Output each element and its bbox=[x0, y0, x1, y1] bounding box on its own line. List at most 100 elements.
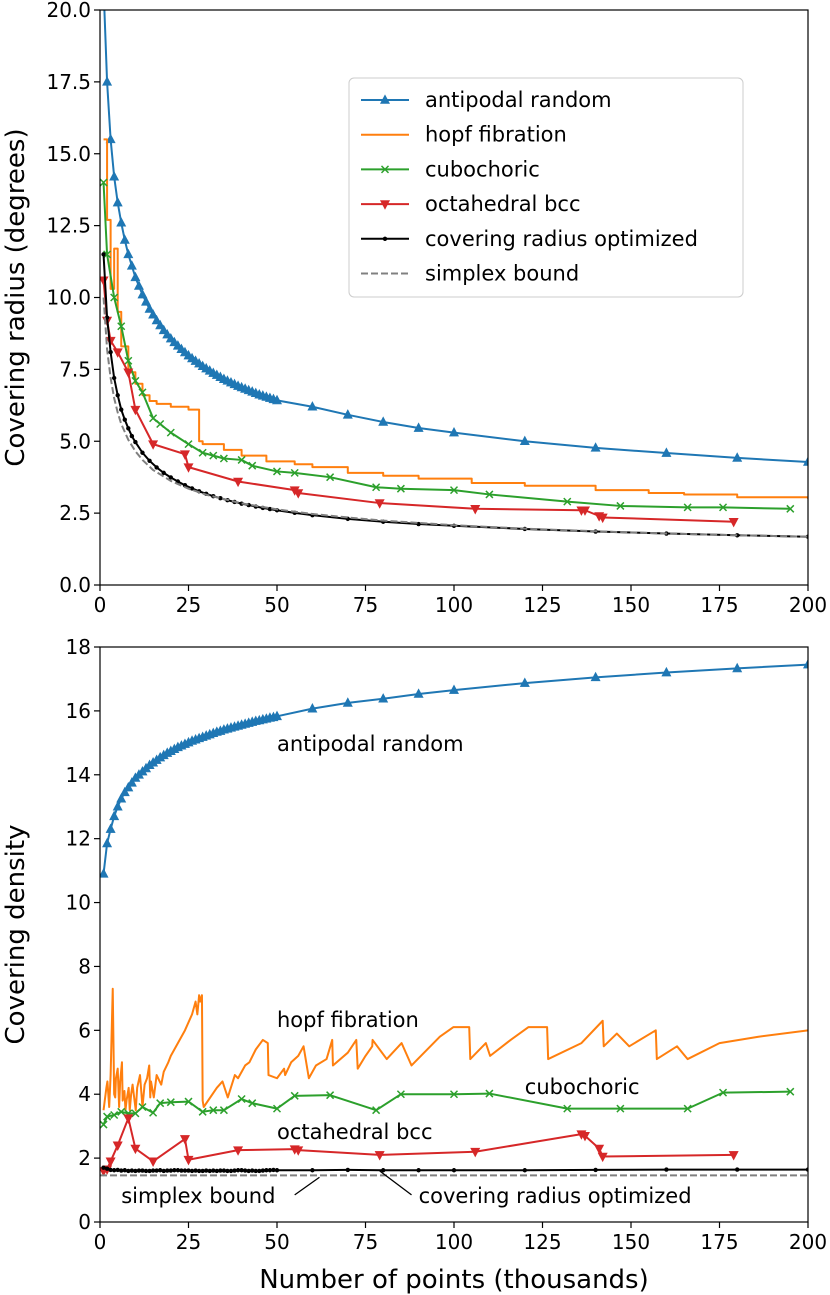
data-point-covering-radius-optimized bbox=[200, 1168, 205, 1174]
data-point-antipodal-random bbox=[449, 684, 459, 694]
data-point-covering-radius-optimized bbox=[451, 1168, 457, 1173]
data-point-covering-radius-optimized bbox=[154, 465, 159, 470]
data-point-cubochoric bbox=[372, 1106, 381, 1115]
data-point-cubochoric bbox=[198, 1107, 207, 1116]
data-point-octahedral-bcc bbox=[123, 368, 134, 378]
data-point-octahedral-bcc bbox=[179, 1135, 190, 1145]
data-point-cubochoric bbox=[616, 501, 625, 510]
legend-marker-octahedral-bcc bbox=[380, 200, 390, 210]
data-point-covering-radius-optimized bbox=[416, 1168, 421, 1173]
data-point-cubochoric bbox=[616, 1104, 625, 1113]
data-point-octahedral-bcc bbox=[130, 1144, 141, 1155]
data-point-covering-radius-optimized bbox=[232, 1168, 237, 1173]
data-point-covering-radius-optimized bbox=[239, 1168, 244, 1173]
data-point-covering-radius-optimized bbox=[101, 1165, 106, 1170]
annotation-covering-radius-optimized: covering radius optimized bbox=[419, 1184, 692, 1208]
data-point-cubochoric bbox=[683, 503, 692, 512]
data-point-covering-radius-optimized bbox=[416, 521, 421, 527]
data-point-covering-radius-optimized bbox=[115, 393, 120, 398]
data-point-cubochoric bbox=[396, 1090, 405, 1099]
annotation-octahedral-bcc: octahedral bcc bbox=[277, 1120, 433, 1144]
data-point-antipodal-random bbox=[803, 658, 808, 669]
data-point-antipodal-random bbox=[100, 868, 109, 878]
data-point-cubochoric bbox=[209, 451, 218, 460]
data-point-covering-radius-optimized bbox=[246, 1168, 251, 1174]
data-point-cubochoric bbox=[719, 503, 728, 512]
data-point-cubochoric bbox=[719, 1088, 728, 1097]
x-tick-label: 0 bbox=[94, 1230, 107, 1254]
data-point-covering-radius-optimized bbox=[218, 1168, 223, 1173]
data-point-cubochoric bbox=[131, 1109, 140, 1118]
legend-box bbox=[348, 77, 744, 298]
data-point-cubochoric bbox=[103, 250, 112, 259]
data-point-cubochoric bbox=[100, 1120, 108, 1129]
data-point-octahedral-bcc bbox=[112, 1141, 123, 1151]
data-point-antipodal-random bbox=[123, 248, 134, 259]
data-point-antipodal-random bbox=[112, 196, 123, 207]
series-group bbox=[100, 10, 808, 539]
data-point-antipodal-random bbox=[141, 296, 152, 306]
data-point-antipodal-random bbox=[519, 435, 530, 446]
data-point-cubochoric bbox=[110, 1110, 119, 1120]
data-point-cubochoric bbox=[237, 455, 246, 464]
data-point-cubochoric bbox=[396, 484, 405, 493]
data-point-antipodal-random bbox=[126, 777, 137, 787]
data-point-antipodal-random bbox=[803, 456, 808, 466]
y-tick-label: 10.0 bbox=[46, 286, 91, 310]
data-point-antipodal-random bbox=[378, 693, 389, 703]
data-point-antipodal-random bbox=[130, 271, 141, 282]
data-point-covering-radius-optimized bbox=[122, 417, 127, 422]
data-point-cubochoric bbox=[156, 1099, 165, 1108]
data-point-covering-radius-optimized bbox=[345, 1167, 350, 1173]
series-hopf-fibration bbox=[102, 987, 808, 1112]
data-point-covering-radius-optimized bbox=[228, 1168, 234, 1174]
data-point-octahedral-bcc bbox=[148, 440, 159, 450]
data-point-antipodal-random bbox=[590, 671, 601, 682]
data-point-antipodal-random bbox=[123, 781, 134, 792]
series-antipodal-random bbox=[100, 658, 808, 878]
data-point-antipodal-random bbox=[109, 171, 120, 181]
data-point-cubochoric bbox=[209, 1106, 218, 1115]
data-point-antipodal-random bbox=[519, 677, 530, 687]
data-point-octahedral-bcc bbox=[728, 1151, 739, 1161]
data-point-antipodal-random bbox=[119, 234, 130, 244]
data-point-covering-radius-optimized bbox=[126, 426, 131, 431]
data-point-cubochoric bbox=[131, 376, 140, 385]
annotation-hopf-fibration: hopf fibration bbox=[277, 1008, 419, 1032]
data-point-octahedral-bcc bbox=[470, 1147, 481, 1158]
data-point-octahedral-bcc bbox=[470, 505, 481, 515]
series-line-simplex-bound bbox=[102, 297, 808, 538]
legend: antipodal random hopf fibration cubochoric… bbox=[348, 77, 744, 298]
x-tick-label: 150 bbox=[612, 1230, 650, 1254]
data-point-covering-radius-optimized bbox=[161, 470, 166, 476]
data-point-covering-radius-optimized bbox=[140, 450, 145, 455]
data-point-covering-radius-optimized bbox=[182, 1168, 188, 1173]
data-point-octahedral-bcc bbox=[148, 1157, 159, 1167]
data-point-covering-radius-optimized bbox=[735, 1167, 740, 1172]
series-line-hopf-fibration bbox=[102, 987, 808, 1112]
y-tick-label: 12 bbox=[66, 827, 91, 851]
data-point-antipodal-random bbox=[133, 280, 144, 290]
y-tick-label: 16 bbox=[66, 699, 91, 723]
plot-background bbox=[100, 647, 808, 1222]
data-point-cubochoric bbox=[248, 461, 257, 470]
data-point-antipodal-random bbox=[307, 401, 318, 411]
data-point-antipodal-random bbox=[102, 76, 113, 86]
data-point-covering-radius-optimized bbox=[104, 1166, 110, 1171]
series-hopf-fibration bbox=[103, 138, 808, 499]
y-axis-title: Covering density bbox=[1, 825, 31, 1045]
data-point-covering-radius-optimized bbox=[593, 1167, 598, 1173]
data-point-covering-radius-optimized bbox=[267, 1168, 273, 1173]
data-point-octahedral-bcc bbox=[183, 463, 194, 473]
data-point-antipodal-random bbox=[413, 422, 424, 432]
y-tick-label: 5.0 bbox=[59, 429, 91, 453]
data-point-octahedral-bcc bbox=[105, 1157, 116, 1167]
covering-radius-plot: 0 25 50 75 100 125 150 175 200 0.0 2.5 5.0 7.5 10.0 12… bbox=[1, 0, 827, 617]
y-tick-label: 18 bbox=[66, 635, 91, 659]
data-point-covering-radius-optimized bbox=[111, 1168, 117, 1173]
data-point-covering-radius-optimized bbox=[126, 1168, 131, 1174]
data-point-covering-radius-optimized bbox=[242, 1168, 248, 1173]
data-point-covering-radius-optimized bbox=[133, 1168, 138, 1174]
data-point-antipodal-random bbox=[342, 409, 353, 419]
data-point-cubochoric bbox=[683, 1104, 692, 1113]
